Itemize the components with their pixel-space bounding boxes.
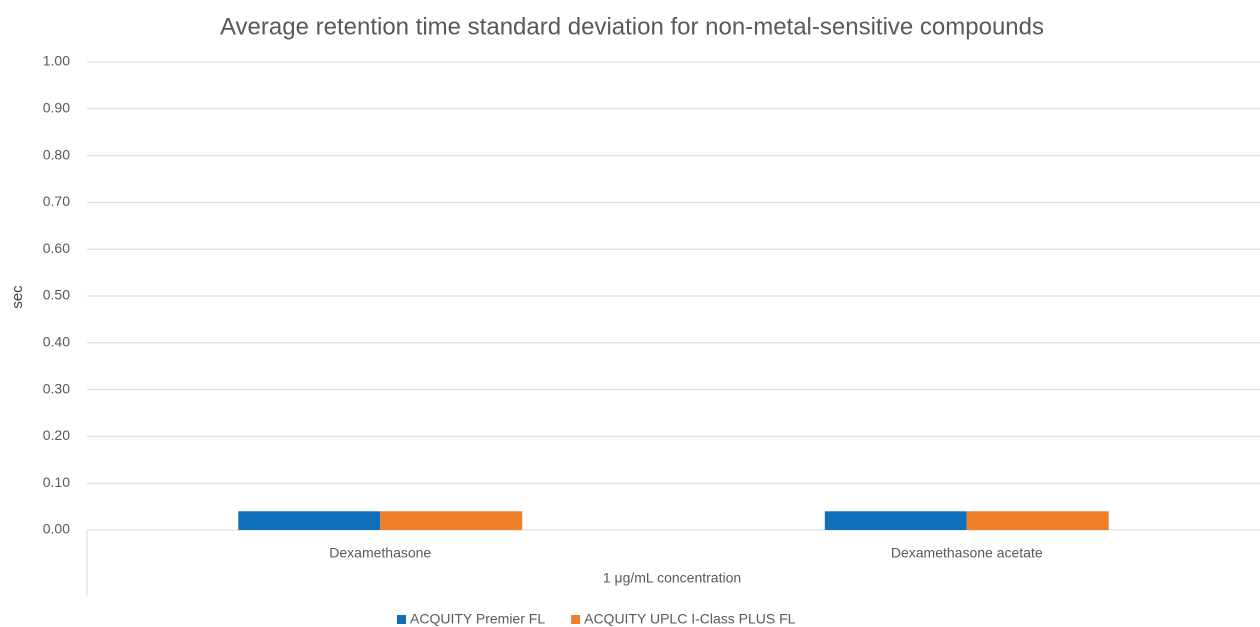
y-tick-label: 0.10 [43, 474, 70, 490]
y-tick-label: 0.00 [43, 521, 70, 537]
y-axis-title: sec [9, 285, 26, 309]
y-tick-label: 0.90 [43, 100, 70, 116]
legend-swatch [571, 615, 581, 624]
x-tick-label: Dexamethasone acetate [891, 545, 1043, 561]
y-tick-label: 0.30 [43, 380, 70, 396]
y-tick-label: 0.40 [43, 334, 70, 350]
y-tick-label: 0.50 [43, 287, 70, 303]
y-tick-label: 0.70 [43, 193, 70, 209]
y-tick-label: 0.60 [43, 240, 70, 256]
legend-swatch [397, 615, 406, 624]
bar [824, 511, 967, 530]
legend-label: ACQUITY UPLC I-Class PLUS FL [584, 611, 796, 627]
bar [966, 511, 1109, 530]
legend-label: ACQUITY Premier FL [410, 611, 545, 627]
bar [380, 511, 523, 530]
y-tick-label: 0.20 [43, 427, 70, 443]
y-tick-label: 1.00 [43, 53, 70, 69]
chart-title: Average retention time standard deviatio… [220, 13, 1044, 40]
x-axis-title: 1 μg/mL concentration [603, 570, 741, 586]
x-tick-label: Dexamethasone [329, 545, 431, 561]
bar [238, 511, 381, 530]
y-tick-label: 0.80 [43, 146, 70, 162]
